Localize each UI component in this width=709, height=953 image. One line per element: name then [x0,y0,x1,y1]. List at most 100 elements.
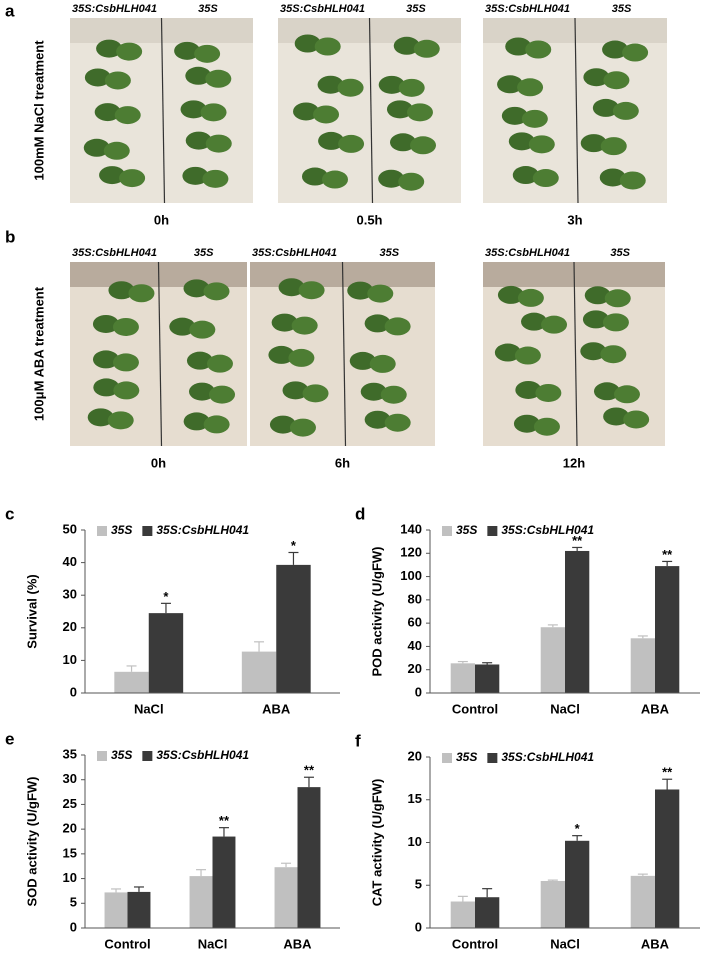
leaf [93,378,120,397]
y-tick-label: 0 [415,919,422,934]
y-tick-label: 0 [70,919,77,934]
leaf [96,39,123,58]
y-axis-label: POD activity (U/gFW) [369,546,384,676]
leaf [603,407,630,426]
significance: ** [304,763,315,778]
divider [341,261,347,447]
leaf [174,41,201,60]
legend-swatch [142,751,153,761]
leaf [600,137,627,156]
leaf [602,313,629,332]
leaf [337,78,364,97]
leaf [203,415,230,434]
leaf [291,316,318,335]
significance: * [163,589,169,604]
leaf [313,105,340,124]
leaf [338,134,365,153]
leaf [398,172,425,191]
leaf [528,135,555,154]
bar [655,789,680,928]
panel-label: e [5,729,14,748]
leaf [525,40,552,59]
leaf [501,106,528,125]
leaf [521,109,548,128]
y-tick-label: 25 [63,796,77,811]
leaf [87,408,114,427]
x-tick-label: NaCl [550,701,580,716]
x-tick-label: ABA [262,701,291,716]
leaf [593,382,620,401]
leaf [205,69,232,88]
leaf [84,68,111,87]
panel-label: f [355,731,361,750]
leaf [209,385,236,404]
genotype-label: 35S:CsbHLH041 [72,247,157,259]
leaf [497,285,524,304]
leaf [116,42,143,61]
leaf [104,71,131,90]
bar [630,875,655,928]
genotype-label: 35S [194,247,214,259]
leaf [112,353,139,372]
legend-swatch [97,751,107,761]
leaf [294,34,321,53]
leaf [99,166,126,185]
significance: ** [219,813,230,828]
leaf [584,286,611,305]
x-tick-label: Control [452,936,498,951]
leaf [282,381,309,400]
leaf [508,132,535,151]
leaf [580,342,607,361]
leaf [622,43,649,62]
leaf [289,418,316,437]
leaf [613,385,640,404]
leaf [107,411,134,430]
bar [212,836,236,928]
bar [540,880,565,928]
y-tick-label: 80 [408,591,422,606]
legend-swatch [442,526,452,536]
y-tick-label: 20 [408,748,422,763]
leaf [194,44,221,63]
genotype-label: 35S:CsbHLH041 [485,247,570,259]
leaf [169,317,196,336]
leaf [206,354,233,373]
leaf [582,310,609,329]
y-tick-label: 0 [415,684,422,699]
bar [148,613,184,693]
y-axis-label: Survival (%) [24,574,39,648]
leaf [349,351,376,370]
leaf [369,354,396,373]
leaf [514,346,541,365]
significance: ** [662,547,673,562]
significance: ** [662,765,673,780]
leaf [532,169,559,188]
genotype-label: 35S [406,3,426,15]
y-tick-label: 15 [408,791,422,806]
leaf [386,100,413,119]
x-tick-label: Control [452,701,498,716]
y-tick-label: 20 [408,661,422,676]
x-tick-label: ABA [283,936,312,951]
leaf [380,385,407,404]
leaf [513,414,540,433]
leaf [268,345,295,364]
time-label: 0.5h [356,212,382,227]
leaf [182,166,209,185]
leaf [364,314,391,333]
x-tick-label: ABA [641,701,670,716]
y-tick-label: 40 [63,554,77,569]
leaf [580,134,607,153]
leaf [108,281,135,300]
bar [450,663,475,693]
y-axis-label: SOD activity (U/gFW) [24,776,39,906]
time-label: 6h [335,455,350,470]
time-label: 12h [563,455,585,470]
y-tick-label: 5 [415,877,422,892]
leaf [406,103,433,122]
leaf [600,345,627,364]
leaf [92,350,119,369]
leaf [364,410,391,429]
bar [450,901,475,928]
